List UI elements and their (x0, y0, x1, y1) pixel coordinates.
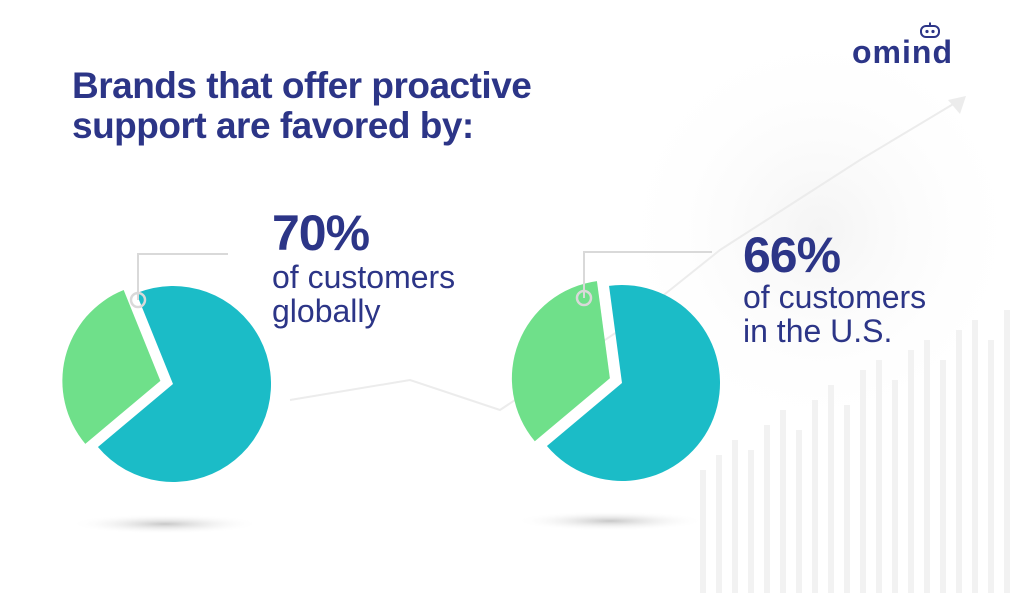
pie-1-caption-line-1: of customers (272, 259, 456, 295)
title-line-1: Brands that offer proactive (72, 65, 532, 106)
logo-text: omind (852, 34, 953, 70)
page-title: Brands that offer proactive support are … (72, 65, 532, 146)
leader-line-2 (575, 251, 712, 307)
pie-chart-2 (511, 251, 721, 481)
pie-2-slice-minor (511, 281, 610, 442)
leader-line-1 (129, 253, 228, 309)
leader-marker-2 (575, 289, 593, 307)
title-line-2: support are favored by: (72, 105, 474, 146)
pie-shadow-2 (515, 511, 705, 531)
pie-1-slice-minor (62, 289, 161, 444)
pie-1-caption: of customers globally (272, 260, 455, 328)
pie-1-caption-line-2: globally (272, 293, 381, 329)
pie-2-caption-line-1: of customers (743, 279, 927, 315)
pie-1-slice-major (97, 286, 272, 483)
bar-decoration (700, 310, 1010, 593)
omind-logo: omind (852, 22, 1002, 72)
pie-1-percent-label: 70% (272, 205, 370, 261)
robot-icon (920, 22, 940, 38)
pie-chart-1 (62, 253, 272, 483)
pie-2-percent-label: 66% (743, 227, 841, 283)
pie-2-slice-major (546, 284, 721, 481)
pie-2-caption: of customers in the U.S. (743, 280, 926, 348)
globe-decoration (610, 20, 1024, 440)
trend-arrow-decoration (948, 96, 966, 114)
pie-2-caption-line-2: in the U.S. (743, 313, 893, 349)
leader-marker-1 (129, 291, 147, 309)
pie-shadow-1 (70, 514, 260, 534)
